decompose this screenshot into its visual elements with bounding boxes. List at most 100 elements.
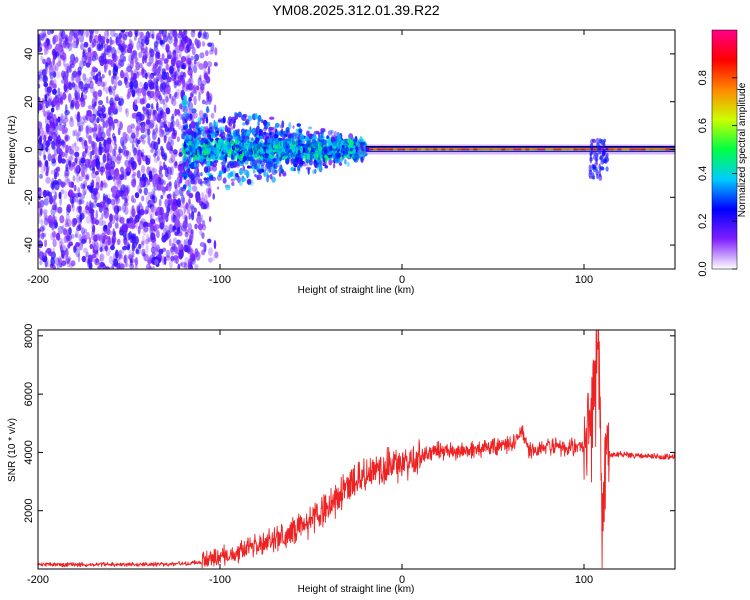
heat-cell <box>202 158 207 165</box>
heat-cell <box>154 85 160 92</box>
heat-cell <box>49 71 54 80</box>
heat-cell <box>60 113 64 120</box>
heat-cell <box>78 233 83 242</box>
heat-cell <box>82 150 87 158</box>
heat-cell <box>160 194 164 200</box>
heat-cell <box>57 116 61 123</box>
heat-cell <box>187 258 193 268</box>
heat-cell <box>51 160 57 167</box>
heat-cell <box>324 165 328 169</box>
heat-cell <box>206 106 209 114</box>
heat-cell <box>65 163 69 172</box>
heat-cell <box>99 35 106 45</box>
heat-cell <box>72 40 78 49</box>
heat-cell <box>151 240 157 249</box>
heat-cell <box>182 162 186 168</box>
heat-cell <box>237 111 242 118</box>
heat-cell <box>89 34 93 44</box>
heat-cell <box>70 115 73 122</box>
heat-cell <box>178 186 184 197</box>
heat-cell <box>99 126 104 136</box>
heat-cell <box>101 220 106 227</box>
heat-cell <box>312 141 318 148</box>
heat-cell <box>193 131 197 139</box>
heat-cell <box>177 243 182 250</box>
heat-cell <box>149 119 155 129</box>
heat-cell <box>183 205 187 214</box>
heat-cell <box>185 202 189 210</box>
heat-cell <box>255 127 258 134</box>
heat-cell <box>397 148 402 151</box>
heat-cell <box>168 157 174 164</box>
heat-cell <box>603 138 607 143</box>
heat-cell <box>413 148 418 151</box>
heat-cell <box>140 240 145 249</box>
heat-cell <box>134 257 139 267</box>
heat-cell <box>67 243 71 249</box>
heat-cell <box>110 245 115 251</box>
heat-cell <box>645 148 650 151</box>
heat-cell <box>75 173 81 184</box>
heat-cell <box>41 69 47 77</box>
heat-cell <box>46 30 51 36</box>
heat-cell <box>81 238 86 244</box>
heat-cell <box>172 129 178 137</box>
heat-cell <box>145 103 151 109</box>
heat-cell <box>101 212 104 220</box>
heat-cell <box>156 32 162 41</box>
heat-cell <box>228 160 235 167</box>
heat-cell <box>605 166 609 172</box>
heat-cell <box>139 62 143 69</box>
heat-cell <box>56 97 60 104</box>
heat-cell <box>49 30 52 35</box>
heat-cell <box>61 52 67 61</box>
heat-cell <box>585 148 590 151</box>
heat-cell <box>118 249 123 259</box>
heat-cell <box>189 260 194 267</box>
heat-cell <box>54 181 60 191</box>
heat-cell <box>129 77 134 82</box>
heat-cell <box>123 149 128 157</box>
heat-cell <box>89 185 94 191</box>
heat-cell <box>236 152 240 160</box>
heat-cell <box>174 161 178 166</box>
heat-cell <box>293 167 296 172</box>
heat-cell <box>246 129 251 137</box>
heat-cell <box>56 147 62 155</box>
heat-cell <box>108 69 112 76</box>
heat-cell <box>102 113 107 119</box>
heat-cell <box>44 116 50 125</box>
heat-cell <box>161 232 165 238</box>
heat-cell <box>125 66 131 72</box>
heat-cell <box>309 155 315 161</box>
heat-cell <box>65 254 69 264</box>
heat-cell <box>169 65 174 75</box>
heat-cell <box>189 158 192 165</box>
heat-cell <box>169 93 172 99</box>
heat-cell <box>123 196 128 207</box>
heat-cell <box>573 148 578 151</box>
heat-cell <box>262 119 268 127</box>
heat-cell <box>202 131 207 139</box>
heat-cell <box>131 140 135 150</box>
heat-cell <box>184 228 189 235</box>
heat-cell <box>141 248 146 257</box>
heat-cell <box>42 58 47 65</box>
heat-cell <box>71 143 75 149</box>
heat-cell <box>148 170 153 179</box>
heat-cell <box>68 160 72 167</box>
heat-cell <box>144 72 148 80</box>
heat-cell <box>111 54 115 59</box>
heat-cell <box>91 104 95 111</box>
heat-cell <box>130 156 135 166</box>
heat-cell <box>150 103 154 110</box>
heat-cell <box>151 33 155 39</box>
heat-cell <box>305 154 310 160</box>
heat-cell <box>104 119 108 129</box>
heat-cell <box>102 235 109 240</box>
heat-cell <box>53 71 56 79</box>
heat-cell <box>185 160 189 168</box>
heat-cell <box>90 212 95 220</box>
heat-cell <box>203 166 209 173</box>
heat-cell <box>92 129 96 138</box>
